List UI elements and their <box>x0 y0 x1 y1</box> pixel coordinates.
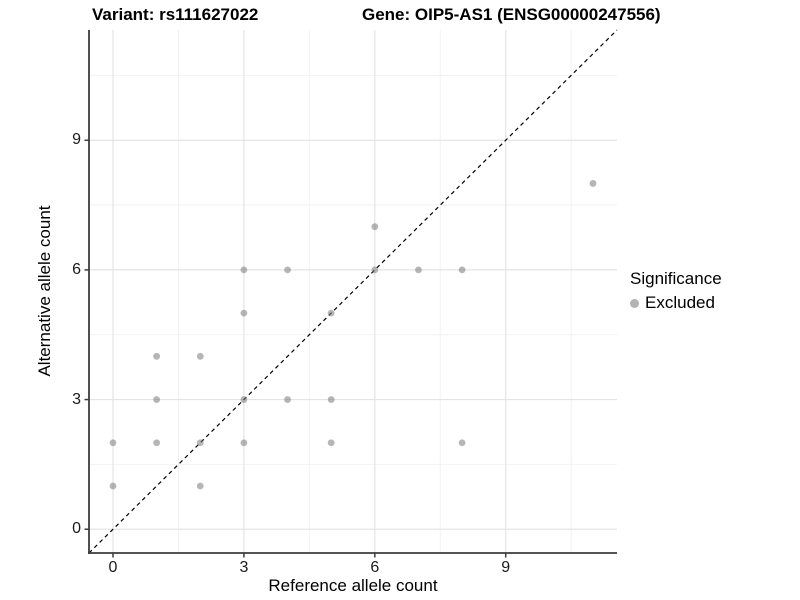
data-point <box>371 266 379 274</box>
gene-title: Gene: OIP5-AS1 (ENSG00000247556) <box>362 5 661 24</box>
y-tick-label: 3 <box>72 390 81 408</box>
legend: Significance Excluded <box>630 269 722 313</box>
excluded-point-swatch-icon <box>630 298 639 308</box>
data-point <box>327 396 335 403</box>
x-tick-label: 3 <box>239 559 249 576</box>
x-tick-label: 6 <box>370 559 380 576</box>
data-point <box>240 439 248 447</box>
y-tick-label: 9 <box>72 131 81 149</box>
data-point <box>589 180 597 187</box>
legend-item-excluded: Excluded <box>630 293 722 313</box>
data-point <box>153 396 161 403</box>
data-point <box>240 266 248 274</box>
x-tick-label: 0 <box>108 559 118 576</box>
identity-line <box>88 29 618 554</box>
data-point <box>284 396 291 403</box>
data-point <box>240 396 248 403</box>
data-point <box>327 309 335 317</box>
data-point <box>458 439 466 447</box>
legend-title: Significance <box>630 269 722 288</box>
data-point <box>284 266 291 274</box>
data-point <box>458 266 466 274</box>
x-axis-title: Reference allele count <box>268 576 438 595</box>
data-point <box>109 482 117 490</box>
data-point <box>196 352 204 360</box>
y-tick-label: 0 <box>72 520 81 538</box>
data-point <box>240 309 248 317</box>
data-point <box>371 223 379 231</box>
data-point <box>415 266 422 274</box>
data-point <box>153 439 161 447</box>
data-point <box>327 439 335 447</box>
y-axis-title: Alternative allele count <box>35 205 54 377</box>
data-point <box>196 482 204 490</box>
x-tick-label: 9 <box>501 559 511 576</box>
data-point <box>196 439 204 447</box>
legend-item-label: Excluded <box>645 293 715 312</box>
data-point <box>109 439 117 447</box>
variant-title: Variant: rs111627022 <box>92 5 259 24</box>
data-point <box>153 352 161 360</box>
y-tick-label: 6 <box>72 260 81 278</box>
